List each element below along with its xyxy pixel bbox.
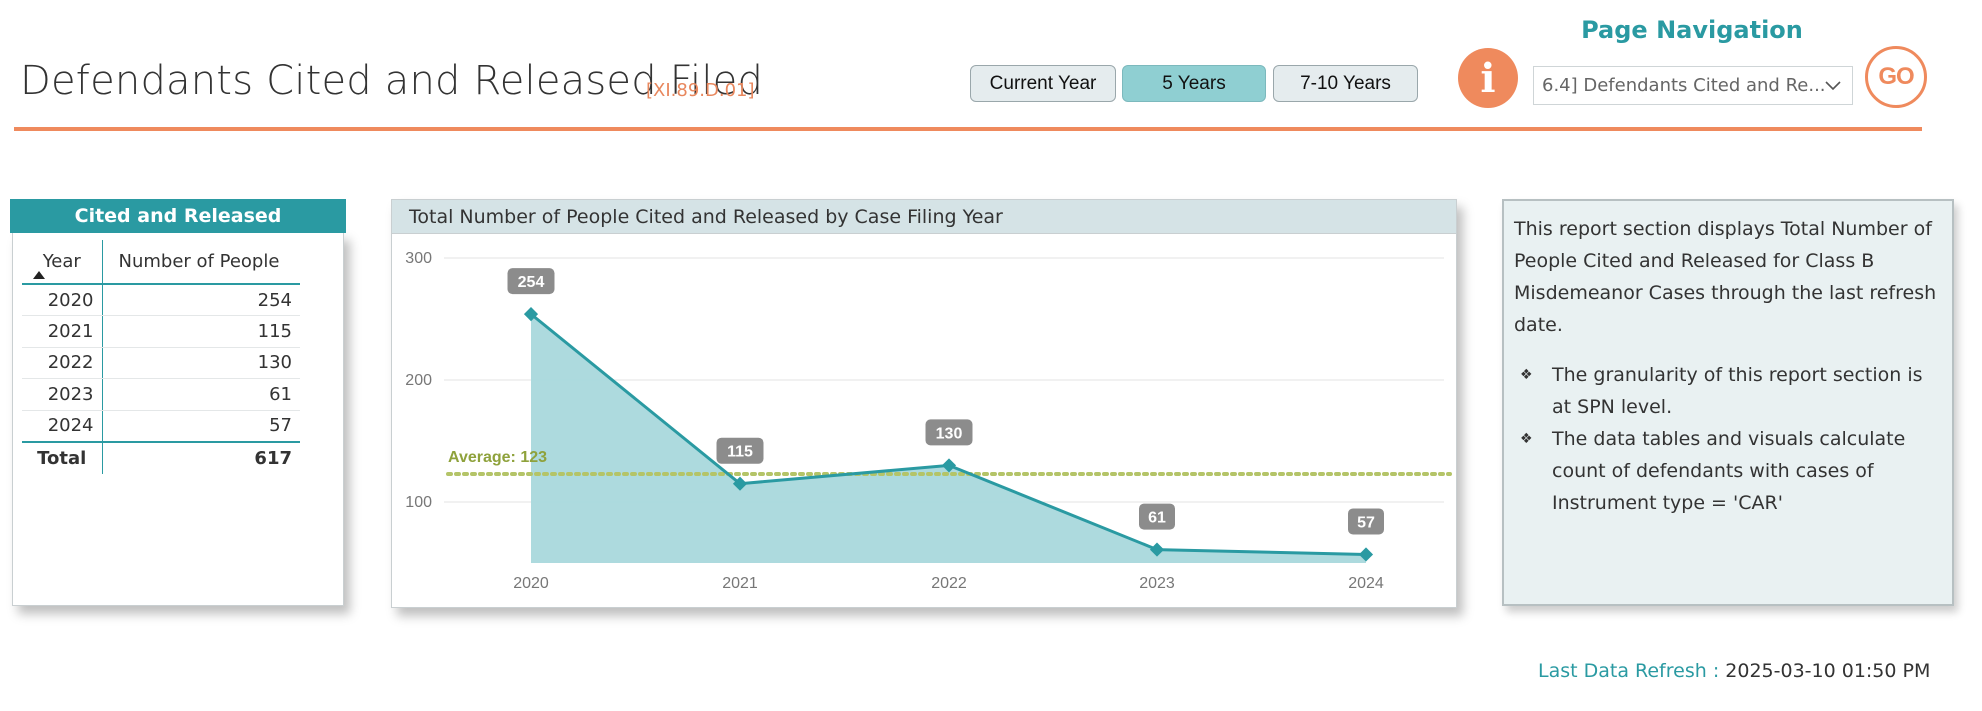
page-navigation-selected: 6.4] Defendants Cited and Re... (1542, 75, 1826, 96)
chevron-down-icon (1825, 81, 1841, 91)
data-label-bg (716, 437, 764, 464)
x-tick-label: 2024 (1348, 575, 1384, 592)
data-label: 115 (727, 444, 753, 461)
diamond-bullet-icon: ❖ (1520, 367, 1533, 383)
column-header-number-of-people[interactable]: Number of People (102, 240, 300, 285)
last-refresh-label: Last Data Refresh : (1538, 660, 1720, 682)
five-years-button[interactable]: 5 Years (1122, 65, 1266, 102)
report-info-card: This report section displays Total Numbe… (1502, 199, 1954, 606)
page-navigation-label: Page Navigation (1581, 16, 1803, 44)
header-divider (14, 127, 1922, 131)
total-value: 617 (102, 440, 300, 474)
data-label: 61 (1148, 510, 1166, 527)
row-year: 2023 (22, 378, 103, 411)
table-total-row: Total 617 (22, 440, 300, 474)
row-year: 2024 (22, 410, 103, 443)
average-label: Average: 123 (448, 449, 547, 466)
data-label: 57 (1357, 514, 1375, 531)
page-code: [XI.89.D.01] (646, 80, 755, 101)
row-year: 2020 (22, 284, 103, 317)
row-count: 57 (102, 410, 300, 443)
area-chart: 100 200 300 Average: 123 254 2020 115 2021 130 20… (405, 250, 1452, 592)
x-tick-label: 2020 (513, 575, 549, 592)
table-row: 2020 254 (22, 284, 300, 317)
chart-card: 100 200 300 Average: 123 254 2020 115 2021 130 20… (391, 199, 1457, 608)
x-tick-label: 2021 (722, 575, 758, 592)
seven-to-ten-years-button[interactable]: 7-10 Years (1273, 65, 1418, 102)
last-refresh: Last Data Refresh : 2025-03-10 01:50 PM (1538, 660, 1930, 682)
row-count: 115 (102, 315, 300, 348)
row-count: 254 (102, 284, 300, 317)
row-count: 130 (102, 347, 300, 380)
last-refresh-value: 2025-03-10 01:50 PM (1725, 660, 1931, 682)
table-row: 2023 61 (22, 378, 300, 411)
go-button[interactable]: GO (1865, 46, 1927, 108)
data-label-bg (1139, 503, 1175, 530)
info-bullet: ❖ The granularity of this report section … (1514, 359, 1942, 423)
y-tick-label: 100 (405, 494, 432, 511)
data-point (941, 458, 957, 473)
table-row: 2022 130 (22, 347, 300, 380)
y-tick-label: 300 (405, 250, 432, 267)
data-point (523, 307, 539, 322)
data-point (1358, 547, 1374, 562)
info-button[interactable]: i (1458, 48, 1518, 108)
current-year-button[interactable]: Current Year (970, 65, 1116, 102)
y-tick-label: 200 (405, 372, 432, 389)
row-count: 61 (102, 378, 300, 411)
total-label: Total (22, 440, 103, 474)
data-label: 130 (936, 425, 963, 442)
data-label: 254 (518, 274, 545, 291)
x-tick-label: 2023 (1139, 575, 1175, 592)
data-label-bg (925, 419, 973, 446)
info-bullet: ❖ The data tables and visuals calculate c… (1514, 423, 1942, 519)
x-tick-label: 2022 (931, 575, 967, 592)
sort-ascending-icon (33, 271, 45, 279)
cited-released-table: Year Number of People 2020 254 2021 115 20… (22, 240, 300, 474)
data-point (732, 476, 748, 491)
row-year: 2022 (22, 347, 103, 380)
page-navigation-dropdown[interactable]: 6.4] Defendants Cited and Re... (1533, 66, 1853, 105)
data-label-bg (507, 268, 555, 295)
chart-title: Total Number of People Cited and Release… (392, 200, 1456, 234)
table-row: 2024 57 (22, 410, 300, 443)
data-point (1149, 542, 1165, 557)
area-fill (531, 314, 1366, 563)
info-bullet-list: ❖ The granularity of this report section … (1514, 359, 1942, 519)
table-row: 2021 115 (22, 315, 300, 348)
data-label-bg (1348, 508, 1384, 535)
info-intro: This report section displays Total Numbe… (1514, 218, 1937, 336)
column-header-year[interactable]: Year (22, 240, 103, 285)
row-year: 2021 (22, 315, 103, 348)
page-title: Defendants Cited and Released Filed (20, 58, 764, 104)
table-title: Cited and Released (10, 199, 346, 233)
diamond-bullet-icon: ❖ (1520, 431, 1533, 447)
info-icon: i (1480, 54, 1496, 102)
